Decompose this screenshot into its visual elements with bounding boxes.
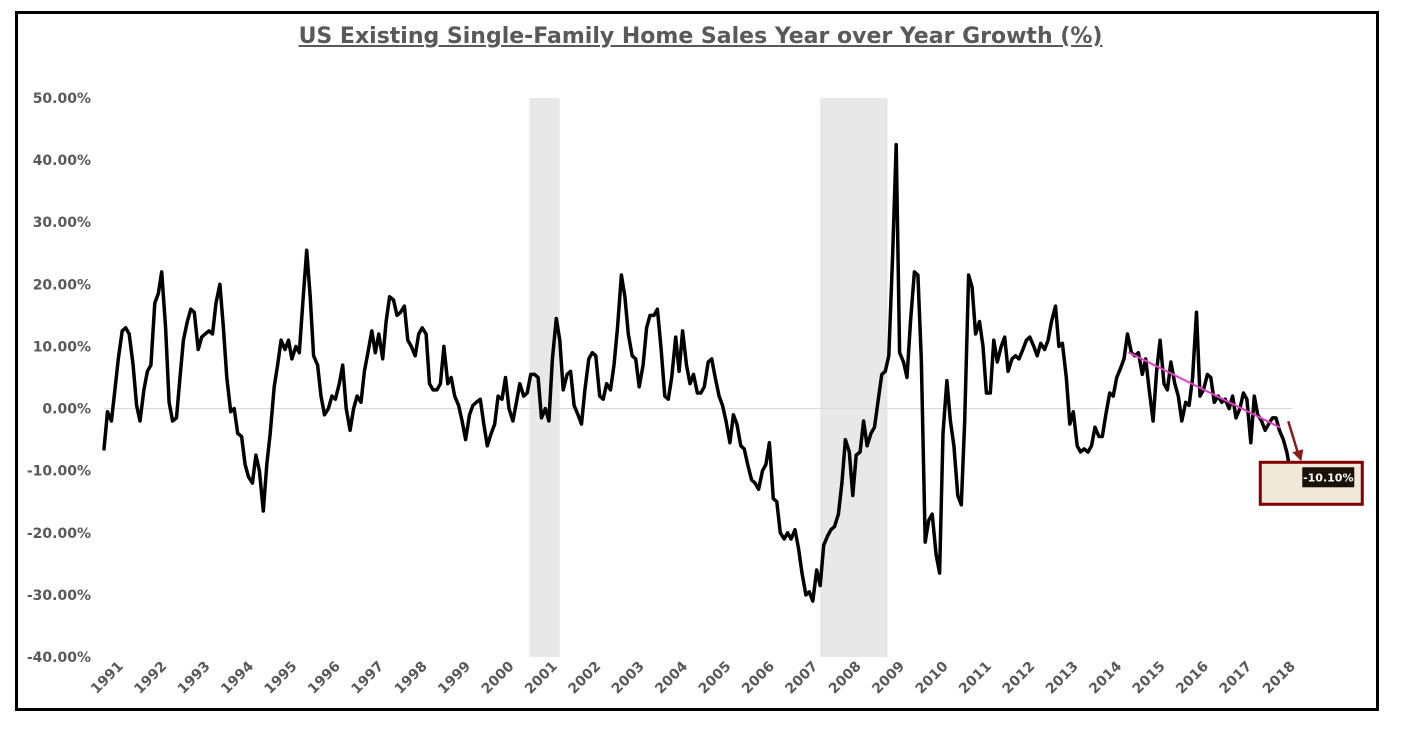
x-tick-label: 2008: [826, 659, 865, 698]
x-tick-label: 1993: [175, 659, 214, 698]
yoy-growth-line: [102, 142, 1293, 603]
y-tick-label: -20.00%: [27, 526, 91, 542]
x-tick-label: 2001: [522, 659, 561, 698]
recession-bands: [529, 98, 888, 657]
y-tick-label: 10.00%: [33, 339, 91, 355]
x-tick-label: 2007: [782, 659, 821, 698]
data-label: -10.10%: [1303, 471, 1353, 484]
x-tick-label: 2010: [913, 658, 952, 697]
x-tick-label: 2002: [565, 659, 604, 698]
x-tick-label: 2012: [999, 659, 1038, 698]
x-tick-label: 1991: [88, 659, 127, 698]
chart-frame: [15, 11, 1379, 711]
data-label-bg: [1302, 467, 1355, 488]
y-axis-tick-labels: 50.00% 40.00% 30.00% 20.00% 10.00% 0.00% -10.0…: [27, 91, 91, 666]
x-tick-label: 2003: [609, 659, 648, 698]
x-tick-label: 2005: [696, 659, 735, 698]
x-tick-label: 2015: [1130, 659, 1169, 698]
annotation-layer: -10.10%: [1258, 420, 1364, 506]
x-tick-label: 1999: [435, 659, 474, 698]
y-tick-label: -10.00%: [27, 464, 91, 480]
x-tick-label: 2009: [869, 659, 908, 698]
x-axis-tick-labels: 1991 1992 1993 1994 1995 1996 1997 1998 1999 2000…: [88, 658, 1299, 697]
series-lines: [102, 142, 1293, 603]
x-tick-label: 1997: [348, 659, 387, 698]
x-tick-label: 1994: [218, 658, 257, 697]
y-tick-label: 30.00%: [33, 215, 91, 231]
x-tick-label: 2011: [956, 659, 995, 698]
recession-band-1: [529, 98, 560, 657]
y-tick-label: 50.00%: [33, 91, 91, 107]
arrow-head-icon: [1292, 449, 1304, 462]
y-tick-label: -30.00%: [27, 588, 91, 604]
x-tick-label: 2014: [1086, 658, 1125, 697]
x-tick-label: 2013: [1043, 659, 1082, 698]
x-tick-label: 2006: [739, 659, 778, 698]
y-tick-label: 0.00%: [42, 402, 91, 418]
chart-title: US Existing Single-Family Home Sales Yea…: [298, 24, 1103, 49]
down-arrow-icon: [1287, 420, 1300, 455]
x-tick-label: 1998: [392, 659, 431, 698]
y-tick-label: 20.00%: [33, 277, 91, 293]
x-tick-label: 2016: [1173, 659, 1212, 698]
x-tick-label: 2017: [1217, 659, 1256, 698]
x-tick-label: 1996: [305, 659, 344, 698]
x-tick-label: 1995: [262, 659, 301, 698]
y-tick-label: 40.00%: [33, 153, 91, 169]
x-tick-label: 1992: [131, 659, 170, 698]
x-tick-label: 2004: [652, 658, 691, 697]
x-tick-label: 2018: [1260, 659, 1299, 698]
recession-band-2: [820, 98, 888, 657]
x-tick-label: 2000: [479, 658, 518, 697]
trend-line: [1128, 351, 1281, 429]
y-tick-label: -40.00%: [27, 650, 91, 666]
